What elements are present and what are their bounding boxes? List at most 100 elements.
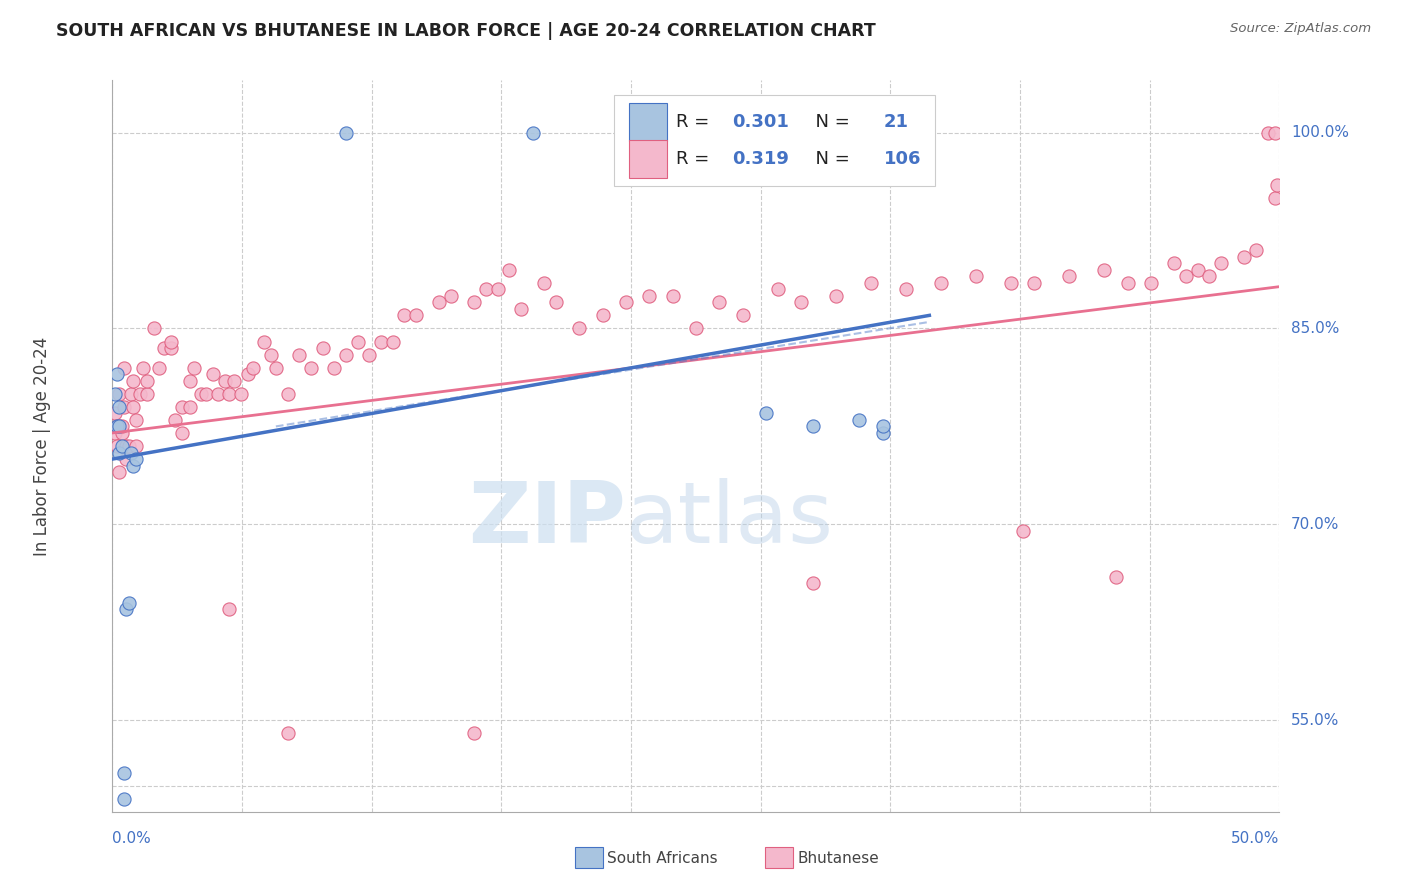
- Point: [568, 321, 591, 335]
- Point: [108, 445, 131, 459]
- Text: 0.301: 0.301: [733, 113, 789, 131]
- Point: [179, 400, 201, 414]
- Point: [165, 413, 187, 427]
- Point: [112, 360, 135, 375]
- Point: [112, 400, 135, 414]
- Point: [105, 439, 128, 453]
- Point: [1244, 243, 1267, 257]
- Point: [335, 348, 357, 362]
- Text: 85.0%: 85.0%: [1291, 321, 1340, 336]
- Point: [486, 282, 509, 296]
- Point: [288, 348, 311, 362]
- Point: [370, 334, 392, 349]
- Point: [276, 726, 298, 740]
- Point: [108, 386, 131, 401]
- Point: [229, 386, 252, 401]
- Point: [201, 367, 224, 381]
- Point: [1264, 126, 1286, 140]
- Point: [104, 406, 127, 420]
- Point: [463, 726, 485, 740]
- Point: [1265, 178, 1288, 192]
- Point: [111, 439, 134, 453]
- Point: [105, 419, 128, 434]
- Point: [115, 452, 138, 467]
- Point: [790, 295, 813, 310]
- Point: [108, 465, 131, 479]
- Text: 0.0%: 0.0%: [112, 831, 152, 847]
- Point: [894, 282, 917, 296]
- Point: [112, 765, 135, 780]
- Point: [1059, 269, 1081, 284]
- Point: [264, 360, 287, 375]
- Point: [405, 309, 427, 323]
- Point: [242, 360, 264, 375]
- Text: In Labor Force | Age 20-24: In Labor Force | Age 20-24: [34, 336, 52, 556]
- Point: [153, 341, 176, 355]
- Point: [172, 400, 194, 414]
- Text: R =: R =: [676, 113, 716, 131]
- Point: [125, 452, 148, 467]
- Point: [381, 334, 404, 349]
- Point: [260, 348, 283, 362]
- Point: [872, 425, 894, 440]
- Point: [1187, 262, 1209, 277]
- Text: 55.0%: 55.0%: [1291, 713, 1340, 728]
- FancyBboxPatch shape: [630, 103, 666, 141]
- FancyBboxPatch shape: [630, 140, 666, 178]
- Point: [122, 458, 145, 473]
- Point: [1011, 524, 1033, 538]
- Point: [766, 282, 789, 296]
- Point: [253, 334, 276, 349]
- Point: [183, 360, 205, 375]
- Point: [118, 596, 141, 610]
- Point: [509, 301, 531, 316]
- Text: South Africans: South Africans: [607, 851, 718, 865]
- Point: [685, 321, 707, 335]
- Point: [136, 386, 159, 401]
- Point: [172, 425, 194, 440]
- Point: [638, 289, 661, 303]
- Point: [160, 334, 183, 349]
- Text: R =: R =: [676, 150, 716, 168]
- Point: [111, 419, 134, 434]
- FancyBboxPatch shape: [614, 95, 935, 186]
- Text: 70.0%: 70.0%: [1291, 516, 1340, 532]
- Point: [463, 295, 485, 310]
- Point: [614, 295, 637, 310]
- Point: [1175, 269, 1198, 284]
- Point: [965, 269, 987, 284]
- Point: [218, 602, 240, 616]
- Point: [475, 282, 498, 296]
- Point: [222, 374, 245, 388]
- Point: [825, 289, 848, 303]
- Text: Source: ZipAtlas.com: Source: ZipAtlas.com: [1230, 22, 1371, 36]
- Point: [801, 576, 824, 591]
- Text: 106: 106: [884, 150, 921, 168]
- Point: [148, 360, 170, 375]
- Text: atlas: atlas: [626, 477, 834, 561]
- Point: [1257, 126, 1279, 140]
- Point: [498, 262, 520, 277]
- Point: [190, 386, 212, 401]
- Point: [112, 791, 135, 805]
- Text: N =: N =: [804, 150, 856, 168]
- Point: [848, 413, 870, 427]
- Point: [120, 386, 142, 401]
- Point: [105, 367, 128, 381]
- Point: [592, 309, 614, 323]
- Point: [544, 295, 567, 310]
- Point: [1000, 276, 1022, 290]
- Point: [118, 439, 141, 453]
- Point: [105, 419, 128, 434]
- Point: [179, 374, 201, 388]
- Text: N =: N =: [804, 113, 856, 131]
- Point: [143, 321, 166, 335]
- Point: [394, 309, 416, 323]
- Text: ZIP: ZIP: [468, 477, 626, 561]
- Point: [160, 341, 183, 355]
- Point: [1105, 569, 1128, 583]
- Point: [125, 439, 148, 453]
- Point: [214, 374, 236, 388]
- Point: [1140, 276, 1163, 290]
- Point: [115, 602, 138, 616]
